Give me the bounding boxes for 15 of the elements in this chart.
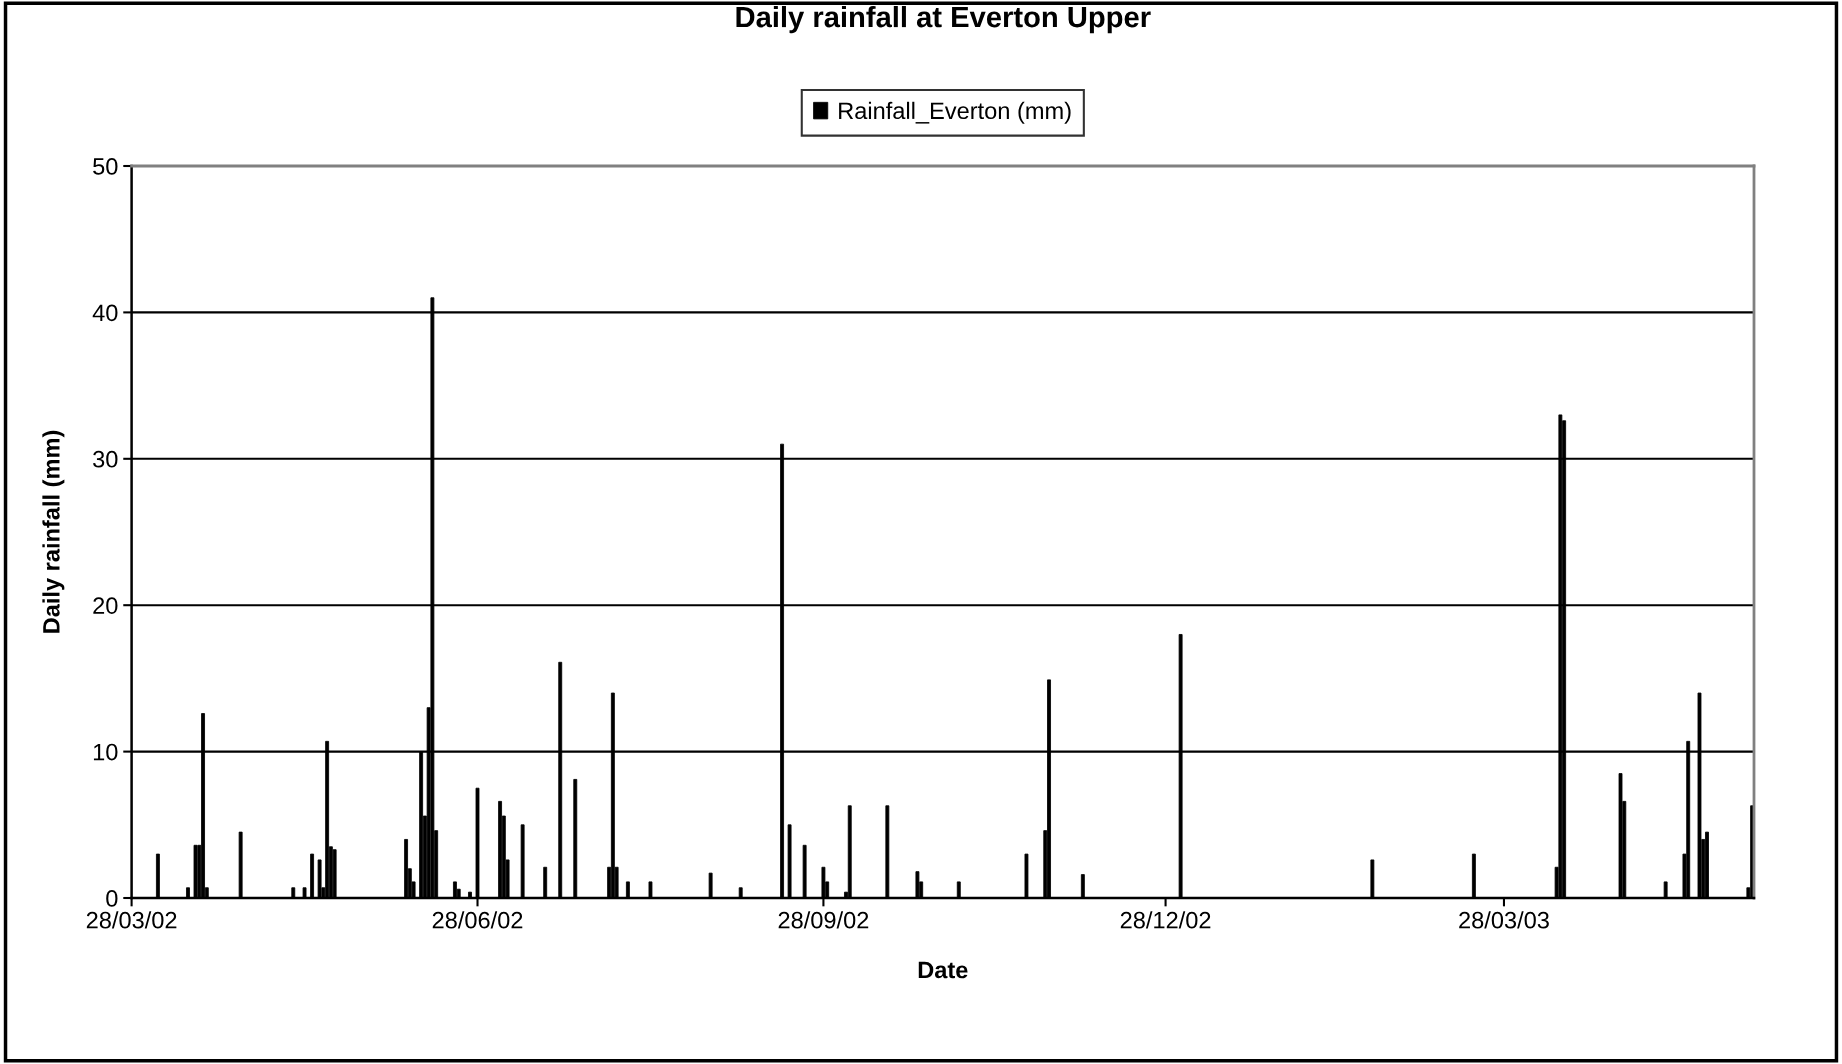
x-tick-label: 28/09/02 (778, 911, 869, 929)
x-tick-label: 28/03/03 (1459, 911, 1549, 929)
x-axis-title: Date (918, 961, 968, 979)
y-tick-label: 30 (93, 450, 118, 468)
x-tick-label: 28/06/02 (432, 911, 523, 929)
y-tick-label: 50 (93, 158, 118, 175)
legend-label: Rainfall_Everton (mm) (839, 101, 1071, 124)
y-tick-label: 40 (92, 304, 118, 322)
y-axis-title: Daily rainfall (mm) (42, 430, 65, 633)
x-tick-label: 28/12/02 (1120, 911, 1211, 929)
y-tick-label: 20 (93, 597, 118, 614)
chart-title: Daily rainfall at Everton Upper (736, 5, 1151, 34)
x-tick-label: 28/03/02 (86, 911, 177, 929)
y-tick-label: 0 (106, 890, 118, 907)
y-tick-label: 10 (93, 743, 118, 761)
